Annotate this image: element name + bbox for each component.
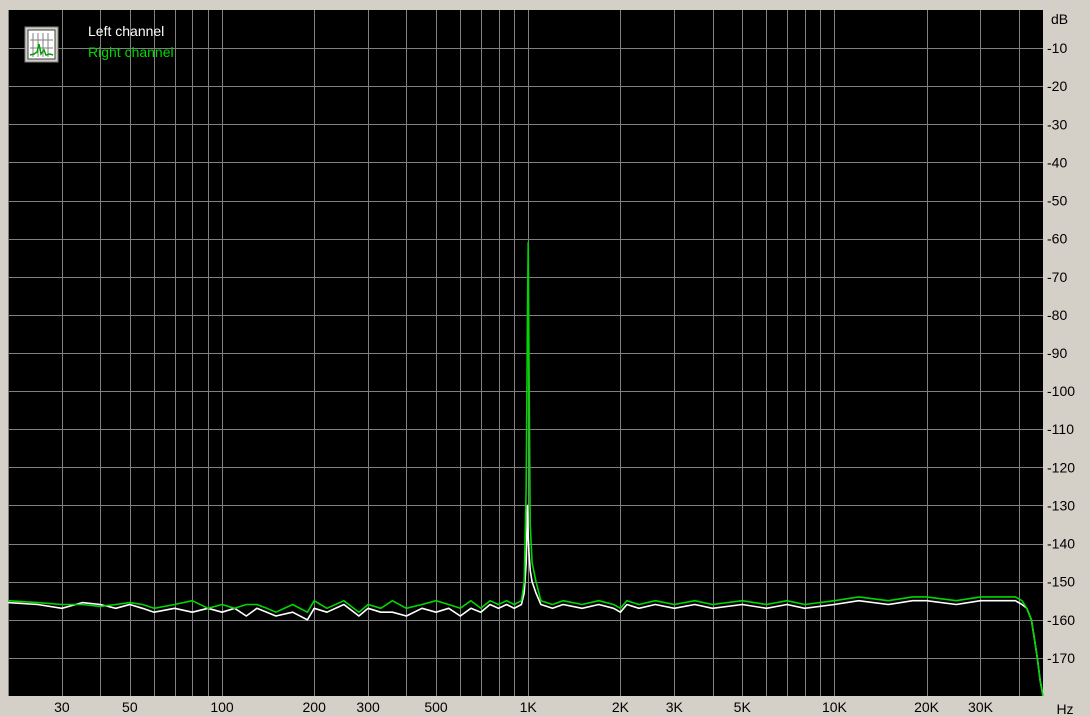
spectrum-icon[interactable]	[24, 26, 59, 63]
y-tick-label: -120	[1047, 459, 1075, 475]
horizontal-grid	[8, 48, 1043, 659]
x-tick-label: 30	[54, 699, 70, 715]
y-tick-label: -60	[1047, 231, 1067, 247]
series-line-left-channel	[7, 504, 1044, 697]
y-tick-label: -170	[1047, 650, 1075, 666]
y-axis-labels: -10 -20 -30 -40 -50 -60 -70 -80 -90 -100 -110 -120 -…	[1047, 40, 1075, 666]
x-tick-label: 1K	[520, 699, 538, 715]
y-tick-label: -100	[1047, 383, 1075, 399]
y-tick-label: -160	[1047, 612, 1075, 628]
series-lines	[7, 241, 1044, 697]
x-unit-label: Hz	[1056, 701, 1073, 716]
x-tick-label: 5K	[734, 699, 752, 715]
x-tick-label: 10K	[822, 699, 848, 715]
axis-units: dB Hz	[1051, 11, 1074, 716]
x-tick-label: 500	[424, 699, 448, 715]
y-tick-label: -10	[1047, 40, 1067, 56]
x-tick-label: 3K	[666, 699, 684, 715]
y-tick-label: -30	[1047, 116, 1067, 132]
y-tick-label: -90	[1047, 345, 1067, 361]
y-tick-label: -20	[1047, 78, 1067, 94]
y-tick-label: -40	[1047, 154, 1067, 170]
legend-label-left-channel: Left channel	[88, 23, 164, 39]
y-tick-label: -150	[1047, 574, 1075, 590]
y-tick-label: -50	[1047, 193, 1067, 209]
x-tick-label: 200	[303, 699, 327, 715]
legend-label-right-channel: Right channel	[88, 44, 174, 60]
y-tick-label: -130	[1047, 497, 1075, 513]
y-tick-label: -70	[1047, 269, 1067, 285]
x-tick-label: 30K	[968, 699, 994, 715]
y-tick-label: -110	[1047, 421, 1074, 437]
x-tick-label: 2K	[612, 699, 630, 715]
legend: Left channel Right channel	[88, 23, 174, 60]
y-unit-label: dB	[1051, 11, 1068, 27]
x-tick-label: 50	[122, 699, 138, 715]
x-tick-label: 20K	[914, 699, 940, 715]
x-tick-label: 100	[210, 699, 234, 715]
series-line-right-channel	[7, 241, 1044, 697]
y-tick-label: -140	[1047, 536, 1075, 552]
y-tick-label: -80	[1047, 307, 1067, 323]
x-axis-labels: 30 50 100 200 300 500 1K 2K 3K 5K 10K 20K 30K	[54, 699, 993, 715]
x-tick-label: 300	[356, 699, 380, 715]
